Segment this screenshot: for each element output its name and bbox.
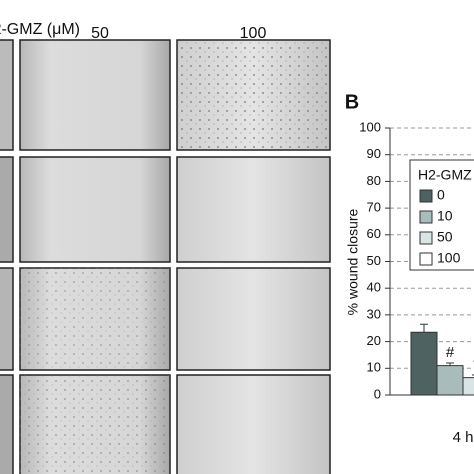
legend-label: 100	[437, 250, 461, 266]
micrograph	[19, 156, 171, 263]
y-axis-label: % wound closure	[345, 208, 361, 315]
y-tick-label: 100	[359, 119, 381, 134]
micrograph	[176, 156, 331, 263]
legend-swatch	[419, 210, 433, 224]
bar	[410, 331, 438, 396]
y-tick-label: 80	[367, 173, 381, 188]
y-tick-label: 90	[367, 146, 381, 161]
micrograph-texture	[20, 268, 170, 370]
legend-swatch	[419, 252, 433, 266]
bar	[462, 377, 474, 396]
panel-a-title: H2-GMZ (μM)	[0, 21, 80, 38]
legend-swatch	[419, 189, 433, 203]
column-label: 50	[91, 25, 109, 42]
legend-label: 10	[437, 208, 453, 224]
micrograph-texture	[20, 375, 170, 474]
legend-title: H2-GMZ (μM)	[418, 167, 474, 183]
bar	[436, 365, 464, 396]
annotation: #	[446, 344, 455, 361]
y-tick-label: 50	[367, 253, 381, 268]
y-tick-label: 70	[367, 200, 381, 215]
x-tick-label: 4 h	[453, 429, 474, 446]
column-label: 100	[240, 25, 267, 42]
y-tick-label: 0	[374, 386, 381, 401]
micrograph	[0, 374, 14, 474]
legend-label: 0	[437, 187, 445, 203]
legend-label: 50	[437, 229, 453, 245]
micrograph	[176, 267, 331, 371]
micrograph-texture	[177, 40, 330, 150]
micrograph	[0, 39, 14, 151]
panel-label: B	[345, 91, 359, 113]
y-tick-label: 60	[367, 226, 381, 241]
micrograph	[0, 156, 14, 263]
y-tick-label: 10	[367, 360, 381, 375]
legend-swatch	[419, 231, 433, 245]
micrograph	[176, 374, 331, 474]
panel-a-images	[0, 39, 331, 474]
y-tick-label: 30	[367, 306, 381, 321]
micrograph	[19, 39, 171, 151]
y-tick-label: 20	[367, 333, 381, 348]
y-tick-label: 40	[367, 280, 381, 295]
micrograph	[0, 267, 14, 371]
